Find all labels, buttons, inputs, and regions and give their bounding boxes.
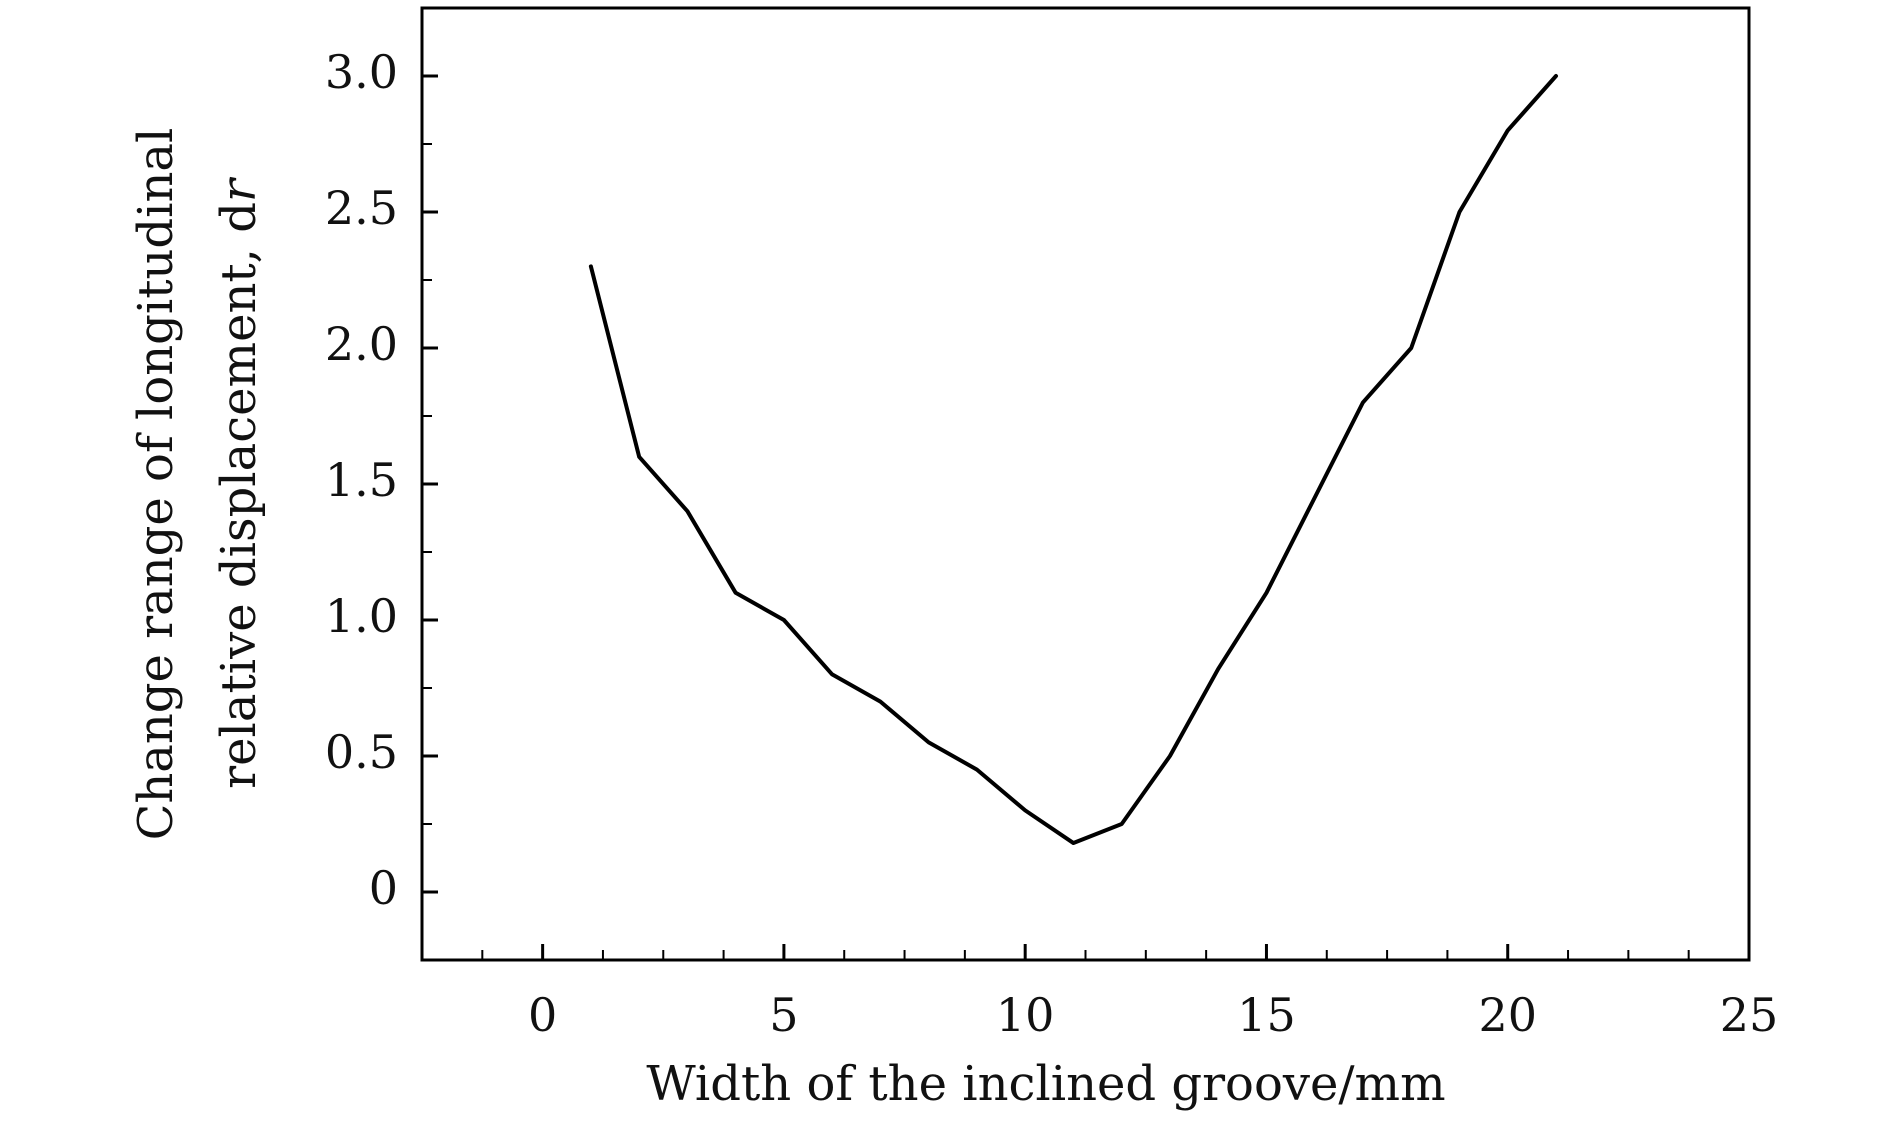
y-axis-title-line-1: Change range of longitudinal: [128, 128, 184, 841]
y-axis-title-symbol: r: [211, 176, 267, 202]
x-tick-label: 10: [996, 988, 1055, 1042]
y-tick-label: 3.0: [325, 45, 398, 99]
x-tick-label: 25: [1720, 988, 1779, 1042]
x-tick-label: 0: [528, 988, 557, 1042]
x-tick-label: 15: [1237, 988, 1296, 1042]
y-axis-ticks: [422, 7, 438, 961]
x-tick-label: 5: [769, 988, 798, 1042]
x-axis-title: Width of the inclined groove/mm: [646, 1056, 1445, 1112]
y-tick-label: 0.5: [325, 725, 398, 779]
y-tick-label: 2.5: [325, 181, 398, 235]
y-axis-tick-labels: 0 0.5 1.0 1.5 2.0 2.5 3.0: [325, 45, 398, 915]
x-axis-tick-labels: 0 5 10 15 20 25: [528, 988, 1778, 1042]
y-tick-label: 2.0: [325, 317, 398, 371]
y-axis-title-line-2: relative displacement, dr: [211, 176, 267, 789]
series-line-1: [588, 74, 1558, 846]
y-tick-label: 1.0: [325, 589, 398, 643]
y-axis-title-line-2-text: relative displacement, d: [211, 202, 267, 789]
y-tick-label: 0: [369, 861, 398, 915]
x-tick-label: 20: [1478, 988, 1537, 1042]
y-tick-label: 1.5: [325, 453, 398, 507]
plot-frame: [420, 6, 1751, 962]
x-axis-ticks: [421, 944, 1751, 960]
series-layer: [588, 74, 1558, 846]
